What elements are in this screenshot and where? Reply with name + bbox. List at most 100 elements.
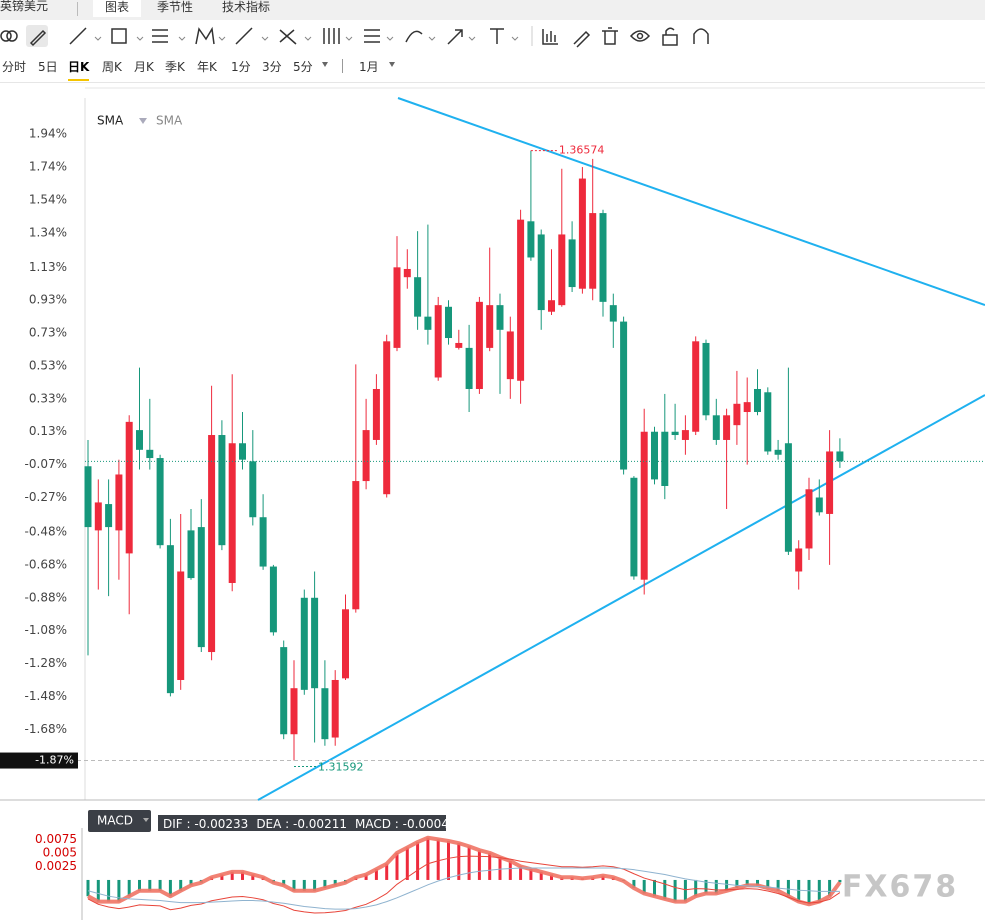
tool-text[interactable] [490,28,504,44]
candle-body [239,443,246,460]
period-caret [322,62,328,67]
tab[interactable]: 季节性 [157,0,194,14]
tool-cross[interactable] [279,29,297,45]
candle-body [372,388,380,440]
tool-path[interactable] [235,27,253,45]
macd-title: MACD [97,814,133,828]
candle-body [568,239,576,288]
tool-pencil[interactable] [29,29,47,47]
y-tick-label: 0.93% [29,293,67,307]
macd-bar [86,879,90,897]
candle-body [352,481,360,610]
candle-body [208,435,216,653]
macd-bar [519,866,523,880]
candle-body [506,331,514,380]
tool-rect[interactable] [111,28,127,44]
tool-fib[interactable] [152,29,168,43]
macd-bar [704,879,708,894]
tool-lock[interactable] [662,27,678,46]
candle-body [383,341,391,495]
period-tab[interactable]: 月K [134,60,154,74]
macd-bar [344,879,347,883]
legend-entry: SMA [156,114,183,128]
y-tick-label: 0.13% [29,424,67,438]
candle-body [125,421,133,554]
period-tab[interactable]: 5分 [293,60,313,74]
readout-separator: : [183,817,195,831]
candle-body [166,545,174,694]
tool-magnet[interactable] [0,30,18,42]
tool-delete[interactable] [602,27,618,45]
tool-indicator[interactable] [542,29,558,45]
period-tab[interactable]: 年K [197,60,217,74]
candle-body [836,451,844,462]
period-tab[interactable]: 5日 [38,60,58,74]
y-tick-label: -0.27% [25,490,67,504]
candle-body [815,497,823,513]
candle-body [661,431,669,486]
macd-bar [395,852,399,880]
period-tab[interactable]: 1分 [231,60,251,74]
period-tab[interactable]: 1月 [359,60,379,74]
macd-bar [601,875,605,880]
macd-bar [663,879,667,899]
macd-bar [117,879,121,902]
macd-line [87,855,841,914]
candle-body [764,392,772,452]
candle-body [455,342,463,348]
watermark: FX678 [842,870,958,905]
macd-bar [508,861,512,880]
readout-value: -0.00044 [403,817,457,831]
candle-body [826,451,834,514]
candle-body [115,474,123,531]
tool-curve[interactable] [405,30,423,43]
macd-bar [138,879,141,891]
candle-body [300,597,308,690]
period-tab[interactable]: 分时 [2,60,27,74]
readout-name: DIF [163,817,183,831]
tab[interactable]: 技术指标 [222,0,271,14]
candle-body [156,458,164,546]
legend-entry: SMA [97,114,124,128]
period-tab[interactable]: 日K [68,58,90,81]
candle-body [362,430,370,482]
tool-gann[interactable] [323,28,340,44]
macd-readout: DIF : -0.00233 DEA : -0.00211 MACD : -0.00… [163,817,457,831]
macd-tick-label: 0.0075 [35,832,77,846]
y-tick-label: 0.73% [29,326,67,340]
candle-body [434,305,442,378]
period-tab[interactable]: 3分 [262,60,282,74]
tool-line[interactable] [69,27,87,45]
candle-body [84,466,92,528]
period-tab[interactable]: 季K [165,60,185,74]
tool-eye[interactable] [629,30,651,42]
macd-bar [457,843,461,880]
macd-envelope [87,835,842,907]
macd-bar [797,879,801,902]
macd-bar [230,871,234,880]
candle-body [671,431,679,436]
tool-magnet2[interactable] [693,28,709,44]
macd-bar [107,879,111,902]
macd-bar [168,879,172,897]
macd-bar [447,840,450,880]
macd-bar [622,879,626,882]
readout-value: -0.00211 [293,817,347,831]
macd-bar [179,879,183,891]
candle-body [578,178,586,289]
y-tick-label: -1.28% [25,656,67,670]
candle-body [177,571,185,680]
tool-edit[interactable] [573,30,591,48]
y-tick-label: 0.53% [29,358,67,372]
symbol: 英镑美元 [0,0,49,13]
candle-body [290,688,298,735]
tool-arrow[interactable] [447,29,463,45]
tool-channel[interactable] [364,29,380,43]
tab[interactable]: 图表 [93,0,142,17]
macd-bar [313,879,317,891]
y-tick-label: -0.07% [25,457,67,471]
period-tab[interactable]: 周K [102,60,122,74]
tool-pattern[interactable] [195,26,215,45]
period-bar: 分时 5日 日K 周K 月K 季K 年K 1分 3分 5分 1月 [0,52,985,83]
